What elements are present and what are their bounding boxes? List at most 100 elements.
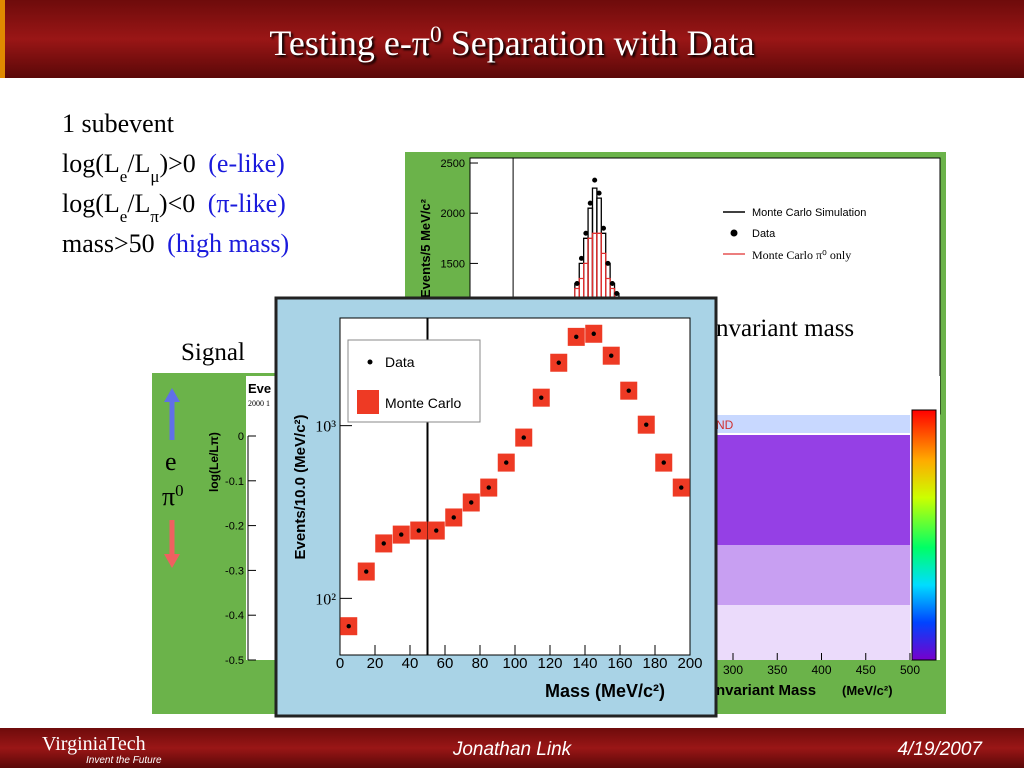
legend-label: Monte Carlo Simulation — [752, 207, 866, 219]
bullet-part: e — [120, 207, 128, 226]
bullet-note: (e-like) — [208, 149, 285, 178]
data-point — [644, 422, 649, 427]
y-axis-label: Events/5 MeV/c² — [418, 198, 433, 298]
y-axis-label: Events/10.0 (MeV/c²) — [292, 414, 309, 559]
data-point — [434, 528, 439, 533]
x-axis-unit: (MeV/c²) — [842, 683, 893, 698]
legend-label: Data — [385, 354, 415, 370]
data-point — [399, 532, 404, 537]
y-tick-label: -0.2 — [225, 521, 244, 533]
label: ND — [716, 418, 734, 432]
x-tick-label: 300 — [723, 663, 743, 677]
bullet-part: /L — [127, 149, 150, 178]
y-tick-label: 1500 — [441, 258, 465, 270]
heatmap-sparse — [716, 605, 910, 660]
data-point — [574, 280, 580, 286]
data-point — [591, 331, 596, 336]
bullet: 1 subevent — [62, 109, 175, 138]
data-point — [556, 360, 561, 365]
header-accent — [0, 0, 5, 78]
data-point — [469, 500, 474, 505]
x-tick-label: 400 — [811, 663, 831, 677]
data-point — [596, 190, 602, 196]
label-part: π — [162, 482, 175, 511]
x-tick-label: 200 — [677, 655, 702, 672]
y-tick-label: 10² — [315, 591, 336, 608]
data-point — [578, 255, 584, 261]
label: Signal — [181, 339, 245, 366]
data-point — [346, 623, 351, 629]
x-axis-label: Mass (MeV/c²) — [545, 681, 665, 701]
chart-subtitle: 2000 1 — [248, 399, 270, 408]
x-tick-label: 40 — [402, 655, 419, 672]
legend-label: Monte Carlo π⁰ only — [752, 248, 851, 262]
slide-title: Testing e-π0 Separation with Data — [269, 22, 754, 63]
y-tick-label: 10³ — [315, 419, 336, 436]
x-tick-label: 120 — [537, 655, 562, 672]
data-point — [504, 460, 509, 465]
data-point — [609, 280, 615, 286]
heatmap-dense — [716, 435, 910, 545]
data-point — [626, 388, 631, 393]
data-point — [451, 515, 456, 520]
x-axis-label: nvariant Mass — [716, 682, 816, 699]
legend-swatch — [357, 390, 379, 414]
data-point — [609, 353, 614, 358]
footer-band — [0, 728, 1024, 768]
data-point — [601, 225, 607, 231]
x-tick-label: 100 — [502, 655, 527, 672]
data-point — [583, 230, 589, 236]
x-tick-label: 500 — [900, 663, 920, 677]
arrow-up-head — [164, 388, 180, 402]
bullet: log(Le/Lπ)<0 (π-like) — [62, 189, 286, 226]
data-point — [381, 541, 386, 546]
bullet-note: (π-like) — [208, 189, 286, 218]
footer-author: Jonathan Link — [452, 739, 573, 760]
bullet-part: log(L — [62, 149, 120, 178]
y-tick-label: -0.1 — [225, 476, 244, 488]
x-tick-label: 60 — [437, 655, 454, 672]
slide-title-part: Testing e-π — [269, 23, 430, 63]
bullet-part: /L — [127, 189, 150, 218]
y-tick-label: -0.3 — [225, 565, 244, 577]
bullet-part: )>0 — [159, 149, 202, 178]
bullet-note: (high mass) — [167, 229, 289, 258]
data-point — [587, 200, 593, 206]
label: π0 — [162, 481, 184, 512]
x-tick-label: 450 — [856, 663, 876, 677]
bullet-part: log(L — [62, 189, 120, 218]
bullet: mass>50 (high mass) — [62, 229, 289, 258]
label: e — [165, 447, 177, 476]
y-axis-label: log(Le/Lπ) — [207, 432, 221, 492]
footer-date: 4/19/2007 — [897, 739, 983, 760]
bullet-part: e — [120, 167, 128, 186]
arrow-down-head — [164, 554, 180, 568]
data-point — [614, 291, 620, 297]
data-point — [416, 528, 421, 533]
x-tick-label: 160 — [607, 655, 632, 672]
data-point — [539, 395, 544, 400]
legend-label: Data — [752, 228, 776, 240]
data-point — [574, 334, 579, 340]
x-tick-label: 0 — [336, 655, 344, 672]
heatmap-mid — [716, 545, 910, 605]
data-point — [605, 260, 611, 266]
label: nvariant mass — [716, 315, 854, 342]
band — [716, 415, 910, 433]
x-tick-label: 80 — [472, 655, 489, 672]
data-point — [661, 460, 666, 465]
data-point — [679, 485, 684, 490]
legend-swatch — [367, 359, 373, 365]
header-band — [0, 0, 1024, 78]
data-point — [592, 177, 598, 183]
slide-title-part: 0 — [430, 22, 442, 48]
chart-title: Eve — [248, 381, 271, 396]
colorbar — [911, 409, 937, 661]
label-part: 0 — [175, 481, 183, 500]
y-tick-label: 0 — [238, 431, 244, 443]
data-point — [364, 569, 369, 574]
bullet-part: μ — [150, 167, 159, 186]
data-point — [486, 485, 491, 490]
x-tick-label: 350 — [767, 663, 787, 677]
bullet-part: π — [150, 207, 159, 226]
